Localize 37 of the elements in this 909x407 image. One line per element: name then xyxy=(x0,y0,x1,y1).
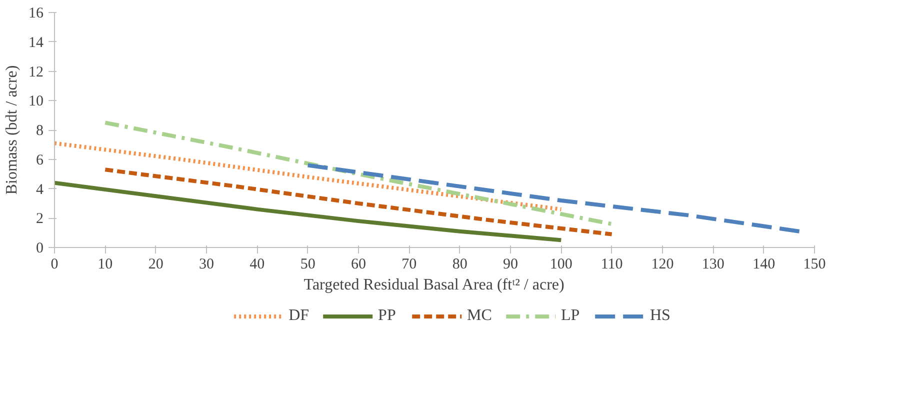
x-tick-label: 40 xyxy=(250,256,265,272)
y-axis-title: Biomass (bdt / acre) xyxy=(4,65,20,195)
legend-label: DF xyxy=(288,307,310,325)
x-tick-label: 120 xyxy=(651,256,674,272)
y-tick-label: 0 xyxy=(36,240,44,256)
x-tick-label: 50 xyxy=(300,256,316,272)
y-tick-label: 16 xyxy=(28,6,44,22)
x-tick-label: 90 xyxy=(503,256,518,272)
line-series xyxy=(103,120,614,226)
x-axis-title: Targeted Residual Basal Area (ftᵗ² / acre) xyxy=(304,276,564,294)
x-tick-label: 20 xyxy=(148,256,164,272)
legend-label: PP xyxy=(378,307,397,325)
x-tick-label: 60 xyxy=(351,256,366,272)
y-tick-label: 6 xyxy=(36,152,44,168)
x-tick-label: 10 xyxy=(98,256,113,272)
x-tick-label: 70 xyxy=(402,256,417,272)
x-tick-label: 100 xyxy=(550,256,572,272)
line-series xyxy=(54,141,564,212)
line-series xyxy=(103,168,614,236)
y-tick-label: 10 xyxy=(28,94,44,110)
line-series xyxy=(54,180,564,242)
y-tick-label: 4 xyxy=(36,182,44,198)
x-tick-label: 80 xyxy=(452,256,468,272)
legend-label: HS xyxy=(650,307,670,325)
x-tick-label: 140 xyxy=(752,256,776,272)
x-tick-label: 30 xyxy=(199,256,214,272)
y-tick-label: 8 xyxy=(36,123,44,139)
x-tick-label: 110 xyxy=(600,256,623,272)
x-tick-label: 0 xyxy=(50,256,58,272)
y-tick-label: 12 xyxy=(28,64,44,80)
x-tick-label: 130 xyxy=(702,256,724,272)
y-tick-label: 2 xyxy=(36,211,44,228)
y-tick-label: 14 xyxy=(28,34,44,51)
legend-label: LP xyxy=(560,307,581,325)
legend-label: MC xyxy=(467,307,492,325)
x-tick-label: 150 xyxy=(803,256,826,272)
line-series xyxy=(306,163,802,234)
